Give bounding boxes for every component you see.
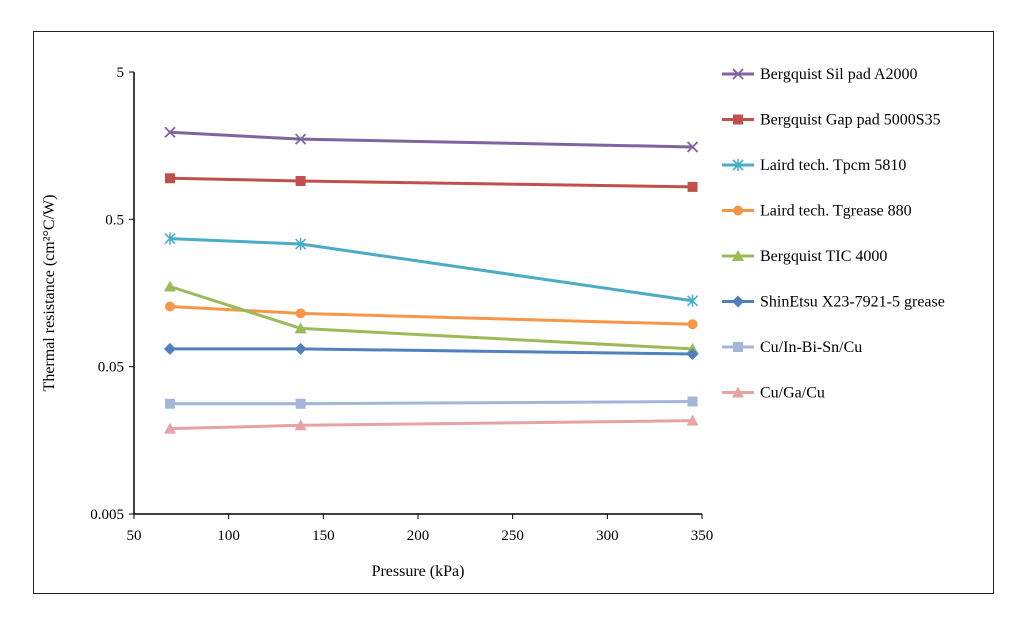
legend-marker	[733, 205, 743, 216]
y-tick-label: 0.005	[90, 507, 124, 523]
legend-item: Bergquist Gap pad 5000S35	[722, 112, 941, 129]
x-axis-label: Pressure (kPa)	[372, 563, 465, 580]
data-point	[295, 176, 306, 187]
legend-item: ShinEtsu X23-7921-5 grease	[722, 294, 945, 311]
data-point	[295, 398, 306, 409]
y-tick-label: 0.5	[105, 212, 124, 228]
series-1	[164, 126, 699, 153]
data-point	[164, 126, 176, 138]
data-point	[294, 322, 307, 334]
data-point	[686, 294, 699, 307]
legend-marker	[733, 342, 743, 352]
series-line	[169, 305, 693, 326]
legend-item: Laird tech. Tgrease 880	[722, 203, 912, 220]
legend: Bergquist Sil pad A2000 Bergquist Gap pad…	[722, 66, 945, 402]
series-line	[169, 176, 693, 189]
series-7	[164, 396, 698, 409]
x-tick-label: 350	[691, 528, 714, 544]
chart-frame	[33, 31, 994, 594]
legend-label: ShinEtsu X23-7921-5 grease	[760, 294, 945, 311]
series-line	[169, 419, 693, 431]
legend-item: Bergquist Sil pad A2000	[722, 66, 918, 83]
legend-label: Cu/Ga/Cu	[760, 385, 825, 402]
legend-marker	[732, 386, 744, 398]
legend-marker	[732, 250, 744, 261]
legend-label: Bergquist Sil pad A2000	[760, 66, 918, 83]
data-point	[295, 238, 307, 251]
x-tick-label: 300	[596, 528, 619, 544]
data-point	[686, 347, 699, 360]
legend-marker	[732, 68, 744, 80]
legend-item: Cu/Ga/Cu	[722, 385, 825, 402]
series-8	[163, 414, 699, 434]
x-tick-label: 50	[127, 528, 142, 544]
data-point	[163, 342, 176, 355]
legend-label: Bergquist Gap pad 5000S35	[760, 112, 941, 129]
data-point	[294, 342, 307, 355]
y-axis-label: Thermal resistance (cm²°C/W)	[41, 195, 58, 392]
data-point	[295, 308, 306, 319]
plot-axes	[133, 72, 702, 515]
data-point	[164, 173, 175, 184]
data-point	[163, 280, 176, 292]
legend-label: Laird tech. Tpcm 5810	[760, 157, 906, 174]
data-point	[164, 398, 175, 409]
data-point	[294, 133, 307, 145]
series-2	[164, 173, 698, 192]
x-tick-label: 100	[217, 528, 240, 544]
data-point	[686, 414, 699, 426]
x-tick-label: 150	[312, 528, 335, 544]
x-tick-label: 250	[501, 528, 524, 544]
legend-label: Laird tech. Tgrease 880	[760, 203, 912, 220]
series-line	[169, 347, 693, 356]
x-tick-label: 200	[407, 528, 430, 544]
data-point	[294, 419, 307, 431]
y-tick-label: 0.05	[98, 360, 124, 376]
data-point	[163, 422, 176, 434]
series-line	[169, 400, 693, 406]
series-3	[164, 232, 699, 307]
series-6	[163, 342, 699, 360]
legend-label: Bergquist TIC 4000	[760, 248, 887, 265]
legend-item: Bergquist TIC 4000	[722, 248, 887, 265]
legend-item: Laird tech. Tpcm 5810	[722, 157, 906, 174]
legend-marker	[732, 159, 744, 171]
series-line	[169, 130, 693, 149]
legend-marker	[732, 295, 744, 308]
data-point	[686, 141, 699, 153]
series-line	[169, 237, 693, 303]
data-point	[687, 396, 698, 407]
series-4	[164, 301, 698, 330]
legend-label: Cu/In-Bi-Sn/Cu	[760, 339, 862, 356]
data-point	[687, 319, 698, 330]
legend-marker	[733, 114, 743, 125]
y-tick-label: 5	[117, 65, 125, 81]
data-point	[164, 232, 176, 245]
data-point	[164, 301, 175, 312]
legend-item: Cu/In-Bi-Sn/Cu	[722, 339, 862, 356]
data-point	[687, 181, 698, 192]
